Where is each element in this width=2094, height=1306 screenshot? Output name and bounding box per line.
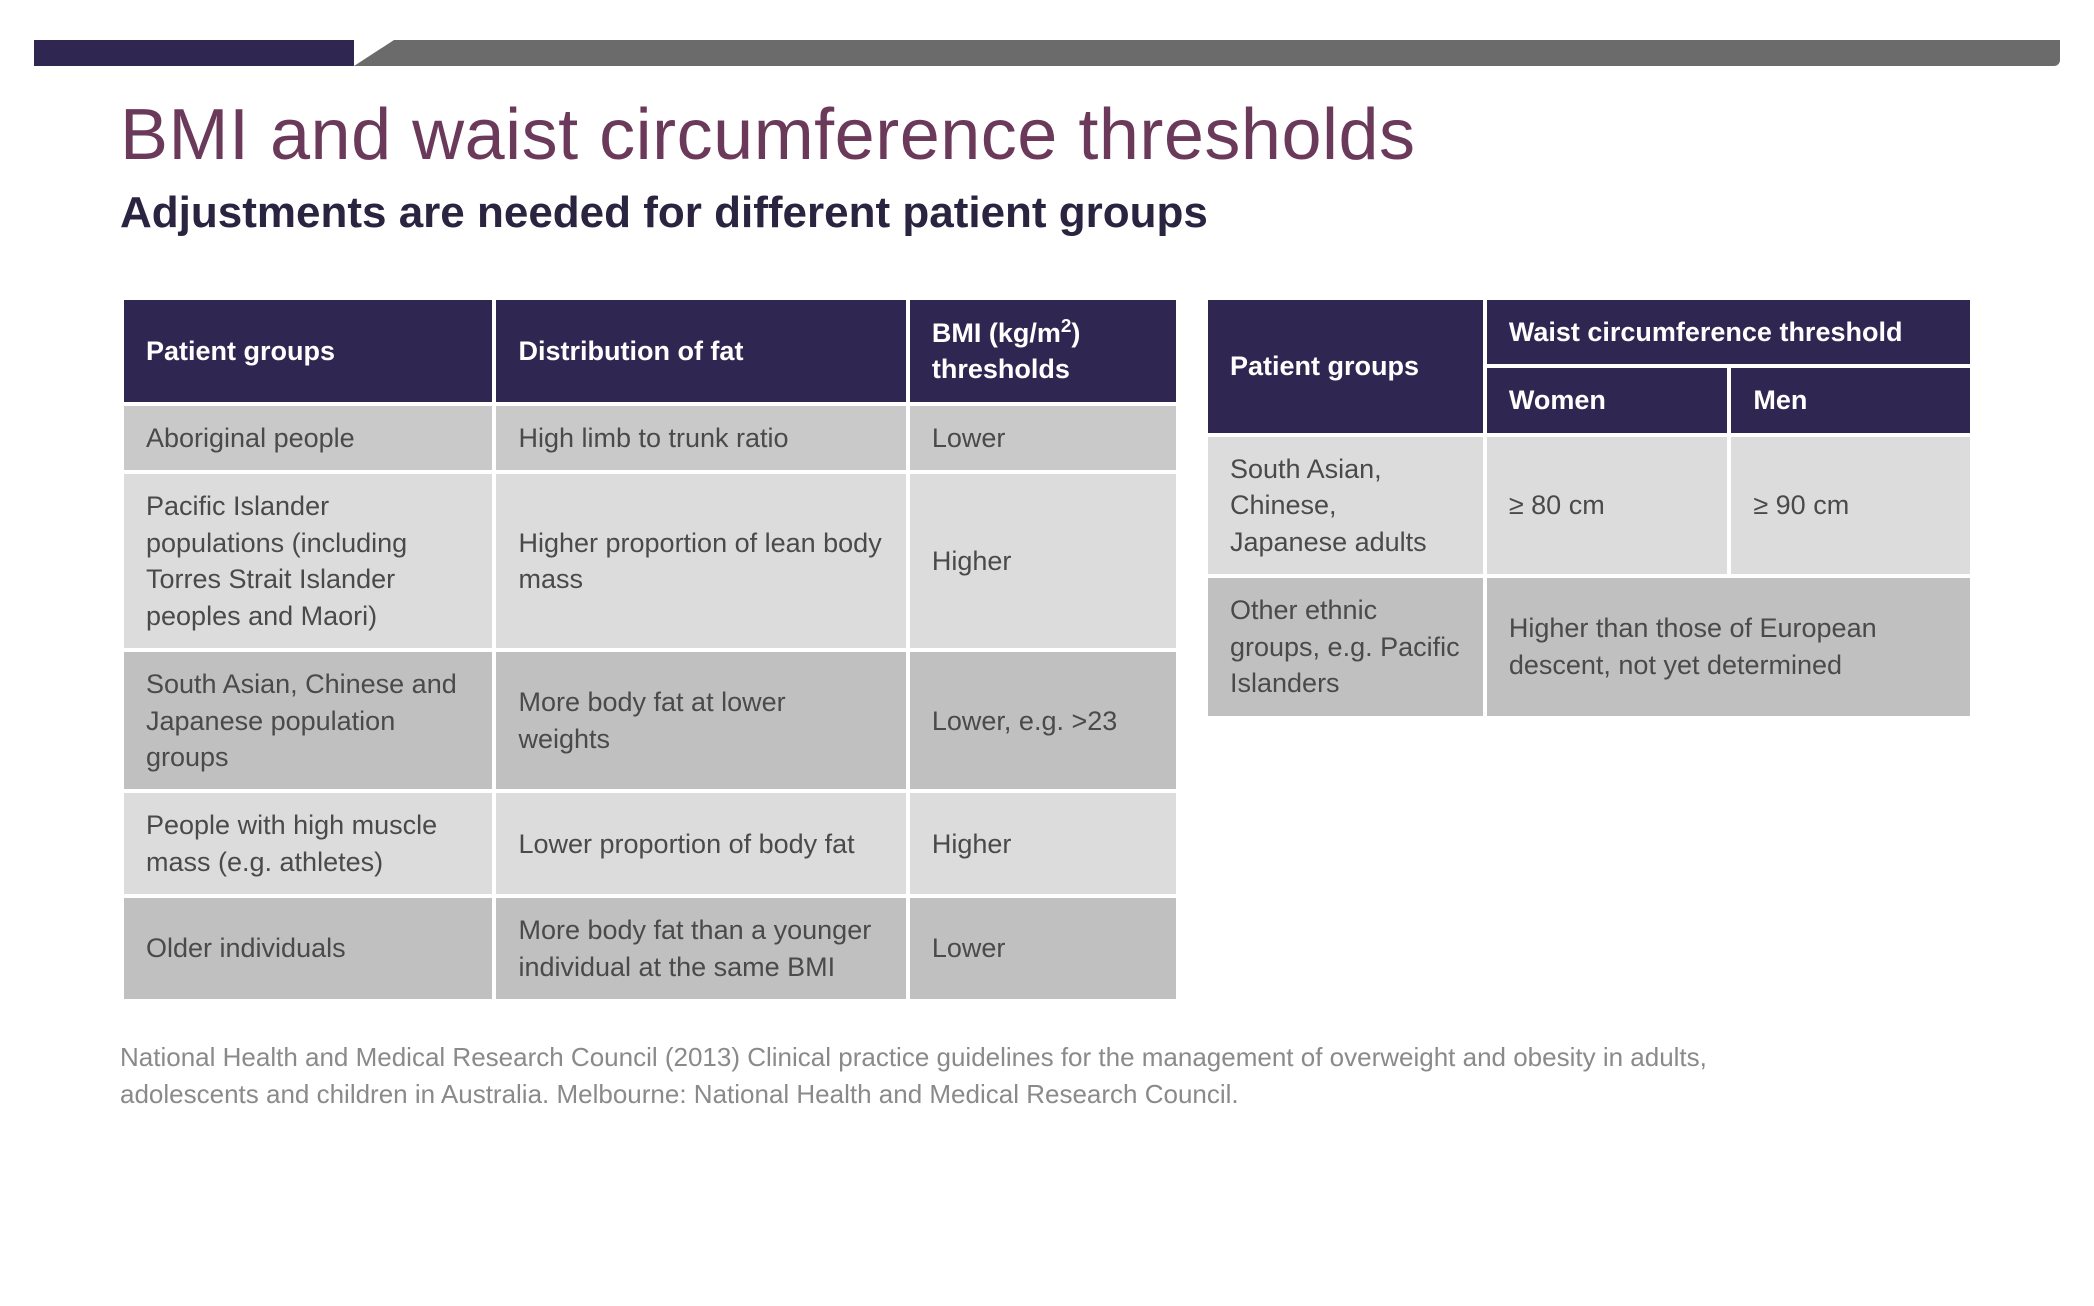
- table-row: Other ethnic groups, e.g. Pacific Island…: [1208, 578, 1970, 715]
- table-cell: Pacific Islander populations (including …: [124, 474, 492, 648]
- table-cell: People with high muscle mass (e.g. athle…: [124, 793, 492, 894]
- table-cell: Higher: [910, 474, 1176, 648]
- table-header-row: Patient groups Waist circumference thres…: [1208, 300, 1970, 364]
- table-row: People with high muscle mass (e.g. athle…: [124, 793, 1176, 894]
- table-row: South Asian, Chinese and Japanese popula…: [124, 652, 1176, 789]
- page-title: BMI and waist circumference thresholds: [120, 94, 1974, 176]
- table-cell: Higher: [910, 793, 1176, 894]
- col-header-women: Women: [1487, 368, 1728, 432]
- table-cell-men: ≥ 90 cm: [1731, 437, 1970, 574]
- table-header-row: Patient groups Distribution of fat BMI (…: [124, 300, 1176, 402]
- col-header-bmi-thresholds: BMI (kg/m2) thresholds: [910, 300, 1176, 402]
- table-cell-group: South Asian, Chinese, Japanese adults: [1208, 437, 1483, 574]
- table-cell: Lower: [910, 898, 1176, 999]
- tables-container: Patient groups Distribution of fat BMI (…: [120, 296, 1974, 1003]
- top-decorative-bar: [34, 40, 2060, 66]
- table-row: Aboriginal peopleHigh limb to trunk rati…: [124, 406, 1176, 470]
- table-cell: More body fat than a younger individual …: [496, 898, 905, 999]
- table-row: Older individualsMore body fat than a yo…: [124, 898, 1176, 999]
- col-header-wc-threshold: Waist circumference threshold: [1487, 300, 1970, 364]
- table-cell-women: ≥ 80 cm: [1487, 437, 1728, 574]
- table-row: Pacific Islander populations (including …: [124, 474, 1176, 648]
- table-cell: Lower, e.g. >23: [910, 652, 1176, 789]
- table-cell: High limb to trunk ratio: [496, 406, 905, 470]
- col-header-patient-groups: Patient groups: [124, 300, 492, 402]
- col-header-distribution: Distribution of fat: [496, 300, 905, 402]
- col-header-patient-groups: Patient groups: [1208, 300, 1483, 433]
- table-cell-group: Other ethnic groups, e.g. Pacific Island…: [1208, 578, 1483, 715]
- citation-footnote: National Health and Medical Research Cou…: [120, 1039, 1800, 1112]
- bmi-thresholds-table: Patient groups Distribution of fat BMI (…: [120, 296, 1180, 1003]
- waist-circumference-table: Patient groups Waist circumference thres…: [1204, 296, 1974, 720]
- table-row: South Asian, Chinese, Japanese adults≥ 8…: [1208, 437, 1970, 574]
- table-cell: South Asian, Chinese and Japanese popula…: [124, 652, 492, 789]
- table-cell: Higher proportion of lean body mass: [496, 474, 905, 648]
- col-header-men: Men: [1731, 368, 1970, 432]
- table-cell: More body fat at lower weights: [496, 652, 905, 789]
- table-cell: Aboriginal people: [124, 406, 492, 470]
- table-cell-combined: Higher than those of European descent, n…: [1487, 578, 1970, 715]
- table-cell: Older individuals: [124, 898, 492, 999]
- table-cell: Lower proportion of body fat: [496, 793, 905, 894]
- slide-page: BMI and waist circumference thresholds A…: [0, 40, 2094, 1306]
- content-area: BMI and waist circumference thresholds A…: [0, 66, 2094, 1112]
- page-subtitle: Adjustments are needed for different pat…: [120, 188, 1974, 238]
- table-cell: Lower: [910, 406, 1176, 470]
